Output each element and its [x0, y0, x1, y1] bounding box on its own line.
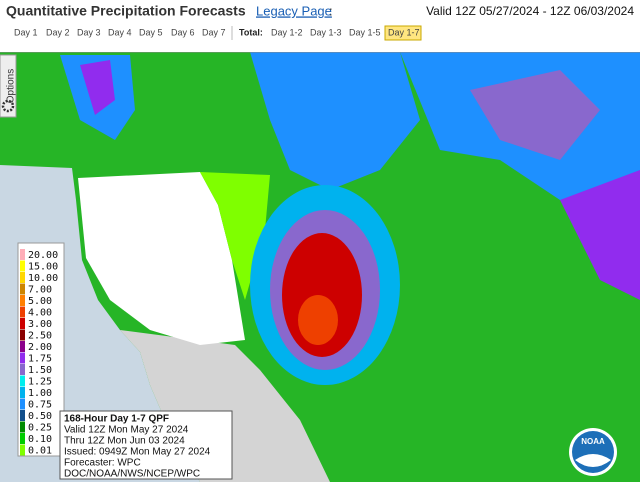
info-line: Valid 12Z Mon May 27 2024: [64, 425, 189, 436]
total-tab[interactable]: Day 1-5: [349, 27, 381, 37]
total-tab[interactable]: Day 1-3: [310, 27, 342, 37]
legend-label: 0.75: [28, 400, 52, 411]
legend-swatch: [20, 318, 25, 329]
legend-swatch: [20, 421, 25, 433]
options-label[interactable]: Options: [6, 69, 17, 103]
total-tab[interactable]: Day 1-2: [271, 27, 303, 37]
tabs: Day 1 Day 2 Day 3 Day 4 Day 5 Day 6 Day 7 Total…: [14, 25, 422, 41]
heavy-northeast: [470, 70, 600, 160]
legend-swatch: [20, 249, 25, 260]
day-tab[interactable]: Day 4: [108, 27, 132, 37]
rain-north: [250, 52, 420, 190]
legend-swatch: [20, 352, 25, 364]
legend-label: 4.00: [28, 308, 52, 319]
legend-swatch: [20, 444, 25, 456]
day-tab[interactable]: Day 1: [14, 27, 38, 37]
legend-label: 2.00: [28, 342, 52, 353]
info-box: [59, 410, 233, 480]
legend-label: 1.00: [28, 388, 52, 399]
legend-swatch: [20, 283, 25, 295]
page-title: Quantitative Precipitation Forecasts: [6, 3, 246, 19]
day-tab[interactable]: Day 3: [77, 27, 101, 37]
legend-label: 0.25: [28, 423, 52, 434]
legend-swatch: [20, 364, 25, 375]
legend-label: 3.00: [28, 319, 52, 330]
day-tab[interactable]: Day 7: [202, 27, 226, 37]
legend-label: 1.50: [28, 365, 52, 376]
legend-swatch: [20, 341, 25, 352]
legend-label: 0.50: [28, 411, 52, 422]
legend-swatch: [20, 410, 25, 421]
colon: :: [329, 3, 333, 18]
day-tab[interactable]: Day 6: [171, 27, 195, 37]
legend: 20.0015.0010.007.005.004.003.002.502.001…: [20, 249, 58, 457]
legend-label: 1.75: [28, 354, 52, 365]
options-gear[interactable]: [1, 99, 15, 113]
legend-label: 10.00: [28, 273, 58, 284]
selected-tab-bg: [384, 25, 422, 41]
legend-swatch: [20, 387, 25, 398]
heavy-northwest: [80, 60, 115, 115]
legend-label: 5.00: [28, 296, 52, 307]
heavy-atlantic: [560, 170, 640, 300]
legend-swatch: [20, 398, 25, 410]
legend-label: 0.10: [28, 434, 52, 445]
logo-text: NOAA: [581, 437, 605, 446]
legend-swatch: [20, 375, 25, 387]
legend-label: 1.25: [28, 377, 52, 388]
legend-swatch: [20, 260, 25, 272]
day-tab[interactable]: Day 2: [46, 27, 70, 37]
map: [0, 52, 640, 482]
legend-label: 0.01: [28, 446, 52, 457]
info-line: 168-Hour Day 1-7 QPF: [64, 414, 169, 425]
peak-plains: [298, 295, 338, 345]
legend-swatch: [20, 329, 25, 341]
info-line: DOC/NOAA/NWS/NCEP/WPC: [64, 469, 200, 480]
info-line: Forecaster: WPC: [64, 458, 141, 469]
info-line: Thru 12Z Mon Jun 03 2024: [64, 436, 185, 447]
day-tab[interactable]: Day 5: [139, 27, 163, 37]
mexico: [120, 330, 330, 482]
legend-swatch: [20, 306, 25, 318]
legend-label: 2.50: [28, 331, 52, 342]
info-line: Issued: 0949Z Mon May 27 2024: [64, 447, 211, 458]
total-label: Total:: [239, 27, 263, 37]
legend-label: 20.00: [28, 250, 58, 261]
dry-area: [78, 172, 245, 345]
legend-box: [17, 242, 65, 457]
legend-swatch: [20, 433, 25, 444]
valid-range: Valid 12Z 05/27/2024 - 12Z 06/03/2024: [426, 4, 634, 18]
legend-swatch: [20, 295, 25, 306]
legend-label: 15.00: [28, 262, 58, 273]
logo-bird: [575, 454, 611, 467]
total-tab[interactable]: Day 1-7: [388, 27, 420, 37]
legend-swatch: [20, 272, 25, 283]
legend-label: 7.00: [28, 285, 52, 296]
legacy-link[interactable]: Legacy Page: [256, 3, 332, 18]
